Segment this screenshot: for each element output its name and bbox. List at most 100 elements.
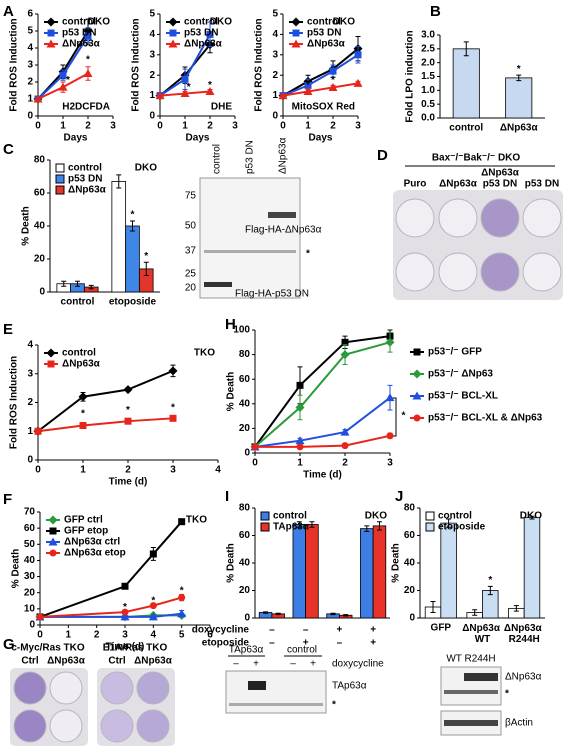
marker (33, 94, 43, 103)
legend-label: control (68, 163, 102, 174)
y-tick-label: 1 (149, 90, 155, 101)
y-tick-label: 0 (272, 111, 278, 122)
x-tick-label: etoposide (109, 297, 157, 308)
marker (49, 549, 57, 557)
marker (329, 67, 337, 75)
x-tick-label: 6 (207, 630, 213, 641)
well (395, 252, 435, 292)
y-tick-label: 1 (272, 90, 278, 101)
y-tick-label: 40 (34, 221, 46, 232)
x-tick-label: 1 (66, 630, 72, 641)
marker (47, 29, 55, 37)
well (136, 671, 170, 705)
x-tick-label: 1 (297, 458, 303, 469)
marker (340, 427, 350, 436)
marker (79, 422, 87, 429)
annotation: * (81, 409, 85, 420)
y-tick-label: 0.0 (421, 113, 435, 124)
annotation: * (131, 210, 135, 221)
y-tick-label: 3.0 (421, 30, 435, 41)
legend-label: GFP etop (64, 526, 108, 537)
tag: TKO (194, 348, 215, 359)
marker (48, 515, 58, 525)
well (480, 252, 520, 292)
y-tick-label: 40 (239, 558, 251, 569)
bar (360, 528, 374, 619)
error-bar (463, 41, 469, 57)
annotation: * (126, 405, 130, 416)
x-axis-label: Days (64, 133, 88, 144)
legend-label: p53⁻/⁻ BCL-XL (428, 391, 498, 402)
y-axis-label: % Death (11, 549, 22, 588)
series-line (254, 341, 391, 448)
column-label: Ctrl (108, 656, 125, 667)
y-tick-label: 50 (24, 539, 36, 550)
x-tick-label: 4 (151, 630, 157, 641)
legend-label: p53 DN (307, 28, 341, 39)
panel-label: F (3, 491, 12, 508)
bar (111, 181, 127, 293)
y-tick-label: 60 (34, 188, 46, 199)
plate-title: E1A/Ras TKO (103, 643, 168, 654)
marker (181, 75, 189, 83)
tag: DKO (333, 17, 355, 28)
x-axis-label: Days (186, 133, 210, 144)
band-label: TAp63α (332, 681, 367, 692)
group-label: control (287, 645, 317, 656)
annotation: * (331, 75, 335, 86)
tag: DKO (88, 17, 110, 28)
annotation: * (187, 82, 191, 93)
annotation: * (86, 55, 90, 66)
y-axis-label: Fold ROS Induction (254, 18, 265, 111)
panel-label: H (225, 316, 236, 333)
x-tick-label: 0 (157, 121, 163, 132)
band-label: * (306, 249, 310, 260)
annotation: * (517, 64, 521, 75)
legend-label: TAp63α (273, 522, 310, 533)
marker (121, 582, 129, 590)
note: MitoSOX Red (292, 102, 355, 113)
marker (168, 39, 178, 48)
x-tick-label: 0 (35, 465, 41, 476)
mw-marker: 20 (185, 283, 197, 294)
annotation: * (402, 411, 406, 422)
series-line (39, 596, 182, 618)
well (100, 709, 134, 743)
band-label: ΔNp63α (505, 672, 542, 683)
marker (59, 71, 67, 79)
bar (125, 225, 140, 293)
y-tick-label: 20 (404, 585, 416, 596)
x-tick-label: 3 (232, 121, 238, 132)
panel-g: G c-Myc/Ras TKO E1A/Ras TKO Ctrl ΔNp63α … (3, 636, 542, 746)
annotation: * (306, 80, 310, 91)
marker (46, 17, 56, 27)
y-tick-label: 6 (27, 9, 33, 20)
legend-label: control (438, 511, 472, 522)
marker (124, 417, 132, 425)
legend-label: ΔNp63α (62, 359, 101, 370)
y-tick-label: 2.0 (421, 57, 435, 68)
y-tick-label: 5 (149, 9, 155, 20)
marker (385, 393, 395, 402)
y-tick-label: 20 (24, 587, 36, 598)
legend-label: ΔNp63α (184, 39, 223, 50)
well (522, 198, 562, 238)
condition-mark: + (370, 625, 376, 636)
x-axis-label: Time (d) (109, 477, 148, 488)
legend-swatch (260, 522, 270, 532)
y-tick-label: 40 (239, 398, 251, 409)
bracket (392, 397, 397, 437)
series-line (282, 47, 359, 97)
bar (292, 524, 307, 619)
blot (440, 666, 502, 706)
annotation: * (180, 586, 184, 597)
mw-marker: 37 (185, 246, 197, 257)
column-label: Ctrl (21, 656, 38, 667)
mark: – (233, 659, 239, 670)
series-line (254, 396, 391, 448)
y-tick-label: 2 (272, 70, 278, 81)
y-tick-label: 5 (272, 9, 278, 20)
y-tick-label: 1 (27, 426, 33, 437)
y-tick-label: 2 (149, 70, 155, 81)
